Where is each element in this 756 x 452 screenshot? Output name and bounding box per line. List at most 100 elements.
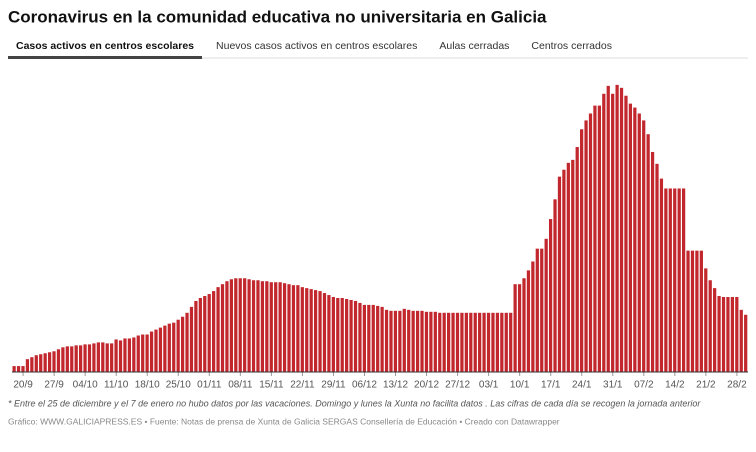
bar (172, 322, 176, 372)
bar (407, 309, 411, 372)
bar (730, 297, 734, 372)
bar (52, 351, 56, 372)
x-tick-label: 20/12 (414, 380, 439, 391)
bar (517, 284, 522, 372)
tab[interactable]: Aulas cerradas (439, 40, 509, 52)
chart-title: Coronavirus en la comunidad educativa no… (8, 7, 547, 26)
credits: Gráfico: WWW.GALICIAPRESS.ES • Fuente: N… (8, 416, 560, 426)
bar (482, 312, 486, 372)
bar (154, 329, 158, 372)
bar (664, 188, 668, 372)
bar (167, 323, 171, 372)
bar (713, 288, 717, 372)
x-tick-label: 29/11 (321, 380, 346, 391)
bar (384, 309, 389, 372)
x-tick-label: 25/10 (166, 380, 191, 391)
bar (87, 344, 92, 372)
bar (265, 281, 269, 372)
bar (345, 298, 349, 372)
bar (562, 169, 566, 372)
bar (677, 188, 681, 372)
x-tick-label: 21/2 (696, 380, 716, 391)
bar (402, 308, 406, 372)
bar (21, 366, 25, 372)
x-tick-label: 31/1 (603, 380, 623, 391)
bar (136, 335, 140, 372)
x-tick-label: 17/1 (541, 380, 561, 391)
bar (25, 359, 30, 372)
bar (464, 312, 468, 372)
bar (278, 282, 282, 372)
bar (376, 305, 380, 372)
bar (424, 311, 429, 372)
x-tick-label: 11/10 (104, 380, 129, 391)
bar (83, 344, 87, 372)
tab[interactable]: Nuevos casos activos en centros escolare… (216, 40, 417, 52)
bar (717, 296, 721, 372)
bar (56, 349, 61, 372)
x-tick-label: 18/10 (135, 380, 160, 391)
bar (513, 284, 517, 372)
bar (16, 366, 21, 372)
bar (735, 297, 739, 372)
bar (256, 280, 260, 372)
tab[interactable]: Casos activos en centros escolares (16, 40, 194, 52)
bar (336, 298, 340, 372)
bar (247, 279, 251, 372)
x-tick-label: 20/9 (13, 380, 33, 391)
x-tick-label: 14/2 (665, 380, 685, 391)
bar (633, 107, 637, 372)
bar (491, 312, 495, 372)
bar (274, 282, 278, 372)
bar (367, 304, 371, 372)
bar (74, 345, 78, 372)
footnote: * Entre el 25 de diciembre y el 7 de ene… (8, 398, 701, 408)
bar (721, 297, 726, 372)
bar (251, 280, 256, 372)
bar (597, 105, 601, 372)
x-tick-label: 15/11 (259, 380, 284, 391)
x-tick-label: 27/12 (445, 380, 470, 391)
bar (699, 250, 703, 372)
bar (535, 248, 539, 372)
bar (101, 342, 105, 372)
active-tab-underline (8, 56, 203, 59)
bar (495, 312, 500, 372)
bar (371, 304, 375, 372)
bar (114, 339, 118, 372)
bar (522, 278, 526, 372)
x-tick-label: 27/9 (44, 380, 64, 391)
bar (163, 325, 167, 372)
bar (602, 93, 606, 372)
bar (398, 310, 402, 372)
bar (243, 278, 247, 372)
bar (557, 176, 562, 372)
bar (12, 366, 16, 372)
bar (575, 147, 579, 372)
bar (695, 250, 699, 372)
x-tick-label: 01/11 (197, 380, 222, 391)
bar (34, 355, 38, 372)
bar (141, 334, 145, 372)
bar (238, 278, 242, 372)
bar (105, 343, 109, 372)
bar (282, 283, 287, 372)
bar (158, 327, 163, 372)
bar (229, 279, 233, 372)
bar (353, 300, 358, 372)
bar (61, 347, 65, 372)
bar (296, 285, 300, 372)
bar (642, 120, 646, 373)
tab[interactable]: Centros cerrados (531, 40, 612, 52)
bar (309, 289, 313, 372)
bar (624, 95, 628, 372)
bar (708, 280, 712, 372)
bar (331, 297, 335, 372)
bar (260, 281, 265, 372)
bar (686, 250, 690, 372)
bar (433, 311, 437, 372)
bar (92, 343, 96, 372)
bar (473, 312, 477, 372)
bar (566, 162, 570, 372)
bar (646, 134, 650, 372)
